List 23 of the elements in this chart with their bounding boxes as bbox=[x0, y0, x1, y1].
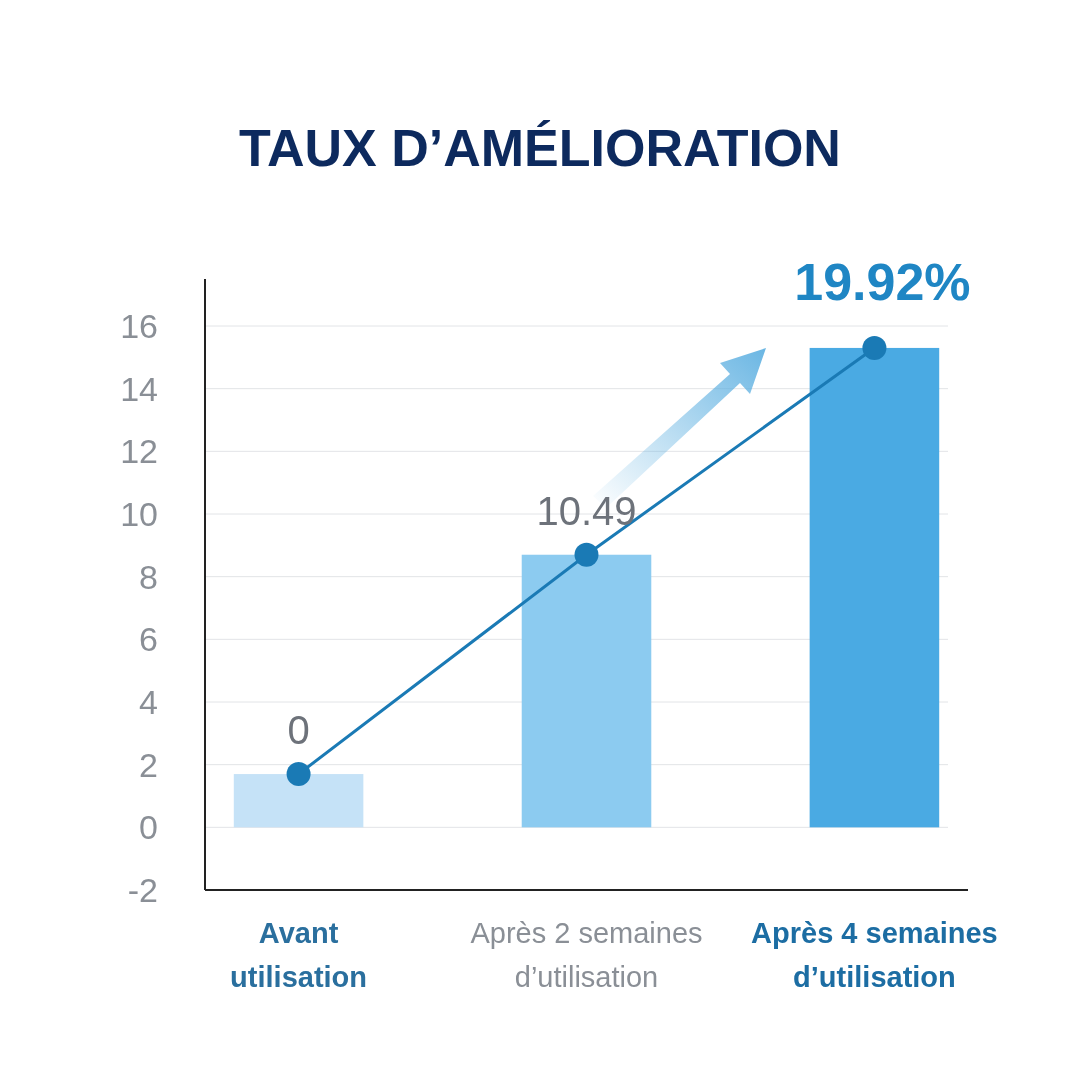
annotation: 10.49 bbox=[536, 488, 637, 533]
x-tick-label: Après 2 semaines d’utilisation bbox=[470, 917, 703, 993]
bar bbox=[809, 347, 940, 828]
y-tick-label: 2 bbox=[139, 745, 158, 784]
bar bbox=[233, 774, 364, 828]
point bbox=[286, 762, 311, 787]
y-tick-label: 16 bbox=[120, 306, 158, 345]
y-tick-label: 12 bbox=[120, 432, 158, 471]
point bbox=[862, 335, 887, 360]
chart-title: TAUX D’AMÉLIORATION bbox=[239, 119, 841, 177]
y-tick-label: -2 bbox=[127, 870, 158, 909]
x-tick-label: Après 4 semaines d’utilisation bbox=[751, 917, 998, 993]
annotation: 19.92% bbox=[794, 252, 971, 311]
y-tick-label: 4 bbox=[139, 682, 158, 721]
y-tick-label: 8 bbox=[139, 557, 158, 596]
y-tick-label: 6 bbox=[139, 620, 158, 659]
point bbox=[574, 542, 599, 567]
y-tick-label: 0 bbox=[139, 808, 158, 847]
y-tick-label: 10 bbox=[120, 494, 158, 533]
x-tick-label: Avant utilisation bbox=[230, 917, 368, 993]
annotation: 0 bbox=[287, 708, 310, 753]
y-tick-label: 14 bbox=[120, 369, 158, 408]
bar bbox=[521, 554, 652, 828]
